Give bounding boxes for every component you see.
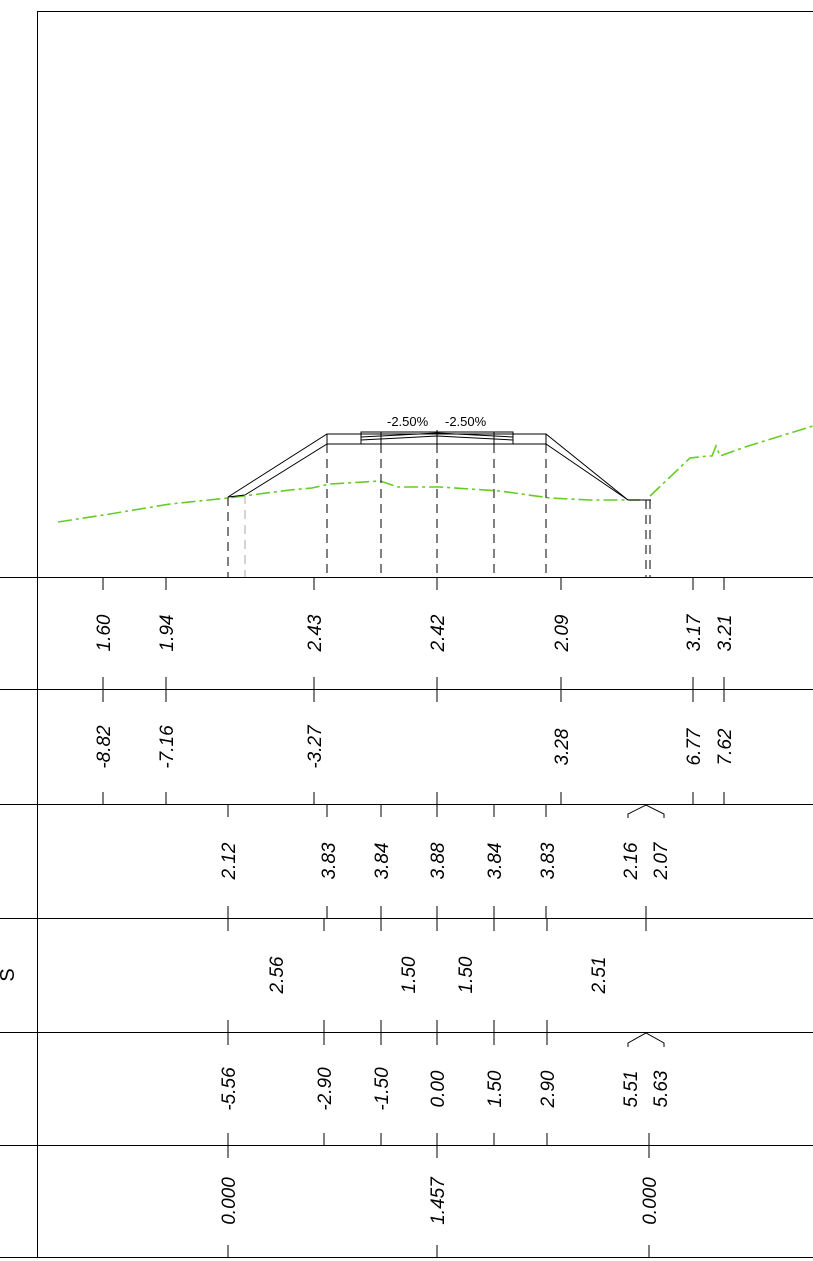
- tick-marks: [102, 578, 725, 1257]
- distance-value: 2.56: [267, 956, 288, 994]
- design-elevation-value: 3.83: [319, 842, 340, 879]
- natural-elevation-value: 2.43: [305, 614, 326, 652]
- natural-offset-value: 7.62: [715, 728, 736, 765]
- natural-offset-value: -3.27: [305, 724, 326, 769]
- design-offset-value: 5.63: [651, 1070, 672, 1107]
- natural-elevation-value: 3.17: [684, 613, 705, 651]
- design-offset-row: -5.56 -2.90 -1.50 0.00 1.50 2.90 5.51 5.63: [219, 1067, 672, 1111]
- design-elevation-row: 2.12 3.83 3.84 3.88 3.84 3.83 2.16 2.07: [219, 841, 672, 880]
- slope-label-right: -2.50%: [445, 414, 487, 429]
- design-elevation-value: 2.07: [651, 841, 672, 880]
- split-brackets: [627, 804, 665, 1047]
- pavement-joints: [380, 430, 495, 444]
- distance-value: 2.51: [589, 957, 610, 995]
- distance-row: 2.56 1.50 1.50 2.51: [267, 956, 610, 994]
- natural-elevation-value: 2.09: [552, 614, 573, 652]
- design-offset-value: -5.56: [219, 1067, 240, 1111]
- cross-slope-value: 1.457: [428, 1176, 449, 1225]
- table-grid: [0, 577, 813, 1258]
- design-offset-value: -1.50: [372, 1067, 393, 1111]
- design-elevation-value: 3.84: [372, 843, 393, 880]
- design-offset-value: 5.51: [621, 1071, 642, 1108]
- design-offset-value: -2.90: [315, 1067, 336, 1111]
- natural-offset-value: 3.28: [552, 728, 573, 765]
- design-offset-value: 0.00: [428, 1070, 449, 1107]
- ground-line: [57, 425, 813, 523]
- design-elevation-value: 3.88: [428, 842, 449, 879]
- cross-slope-value: 0.000: [219, 1177, 240, 1225]
- design-elevation-value: 3.83: [538, 842, 559, 879]
- design-elevation-value: 2.16: [621, 842, 642, 880]
- natural-offset-value: 6.77: [684, 727, 705, 765]
- slope-label-left: -2.50%: [387, 414, 429, 429]
- natural-elevation-row: 1.60 1.94 2.43 2.42 2.09 3.17 3.21: [94, 613, 736, 652]
- natural-offset-value: -7.16: [157, 725, 178, 769]
- natural-elevation-value: 2.42: [428, 614, 449, 652]
- design-offset-value: 1.50: [485, 1070, 506, 1107]
- design-offset-value: 2.90: [538, 1070, 559, 1108]
- natural-offset-value: -8.82: [94, 725, 115, 769]
- natural-elevation-value: 1.94: [157, 615, 178, 652]
- natural-elevation-value: 3.21: [715, 615, 736, 652]
- cross-slope-value: 0.000: [640, 1177, 661, 1225]
- natural-offset-row: -8.82 -7.16 -3.27 3.28 6.77 7.62: [94, 724, 736, 769]
- natural-elevation-value: 1.60: [94, 614, 115, 651]
- design-elevation-value: 3.84: [485, 843, 506, 880]
- design-elevation-value: 2.12: [219, 842, 240, 880]
- distance-value: 1.50: [456, 956, 477, 993]
- cross-slope-row: 0.000 1.457 0.000: [219, 1176, 661, 1225]
- dashed-drop-lines: [227, 444, 651, 577]
- distance-value: 1.50: [399, 956, 420, 993]
- road-embankment: [227, 433, 651, 501]
- row-label-fragment: S: [0, 968, 19, 981]
